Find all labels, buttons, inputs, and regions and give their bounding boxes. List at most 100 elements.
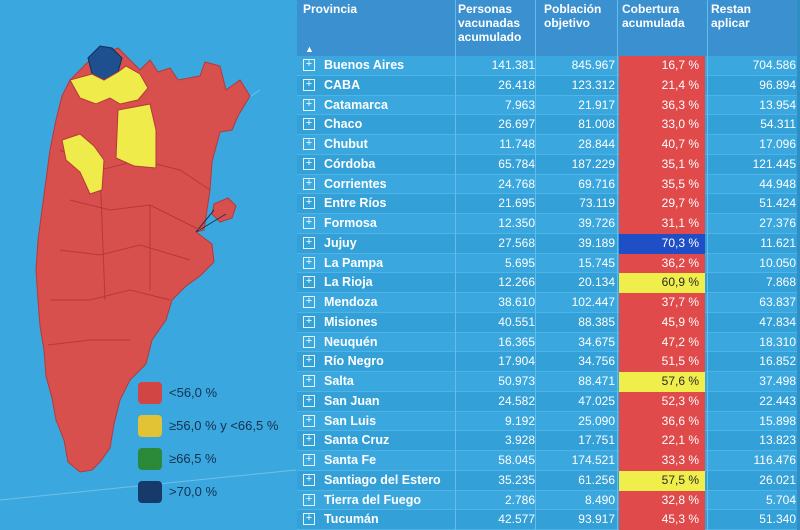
- expand-icon[interactable]: +: [303, 276, 315, 289]
- table-row[interactable]: + Formosa 12.350 39.726 31,1 % 27.376: [297, 214, 800, 234]
- header-vaccinated[interactable]: Personas vacunadas acumulado: [458, 2, 522, 44]
- table-row[interactable]: + Entre Ríos 21.695 73.119 29,7 % 51.424: [297, 194, 800, 214]
- table-row[interactable]: + Jujuy 27.568 39.189 70,3 % 11.621: [297, 233, 800, 254]
- table-row[interactable]: + Santiago del Estero 35.235 61.256 57,5 % 26…: [297, 470, 800, 491]
- province-name: San Luis: [324, 413, 377, 428]
- population-cell: 174.521: [571, 453, 615, 467]
- expand-icon[interactable]: +: [303, 434, 315, 447]
- table-row[interactable]: + Corrientes 24.768 69.716 35,5 % 44.948: [297, 174, 800, 195]
- population-cell: 8.490: [584, 492, 615, 507]
- remaining-cell: 63.837: [759, 295, 796, 309]
- expand-icon[interactable]: +: [303, 315, 315, 328]
- header-coverage[interactable]: Cobertura acumulada: [622, 2, 685, 30]
- expand-icon[interactable]: +: [303, 296, 315, 308]
- table-row[interactable]: + Mendoza 38.610 102.447 37,7 % 63.837: [297, 293, 800, 313]
- population-cell: 34.675: [578, 334, 615, 349]
- expand-icon[interactable]: +: [303, 493, 315, 506]
- expand-icon[interactable]: +: [303, 375, 315, 387]
- column-divider: [455, 0, 456, 530]
- coverage-cell: 35,1 %: [619, 154, 705, 175]
- table-row[interactable]: + Tierra del Fuego 2.786 8.490 32,8 % 5.704: [297, 490, 800, 511]
- map-region-salta[interactable]: [69, 65, 149, 105]
- table-row[interactable]: + Tucumán 42.577 93.917 45,3 % 51.340: [297, 510, 800, 530]
- table-row[interactable]: + Santa Cruz 3.928 17.751 22,1 % 13.823: [297, 431, 800, 451]
- header-province[interactable]: Provincia: [303, 2, 358, 16]
- table-row[interactable]: + Río Negro 17.904 34.756 51,5 % 16.852: [297, 352, 800, 372]
- vaccinated-cell: 50.973: [498, 374, 535, 388]
- table-row[interactable]: + CABA 26.418 123.312 21,4 % 96.894: [297, 75, 800, 96]
- population-cell: 187.229: [571, 156, 615, 171]
- map-region-islands[interactable]: [211, 197, 237, 223]
- expand-icon[interactable]: +: [303, 473, 315, 486]
- coverage-cell: 47,2 %: [619, 332, 705, 353]
- population-cell: 17.751: [578, 433, 615, 448]
- table-row[interactable]: + Santa Fe 58.045 174.521 33,3 % 116.476: [297, 451, 800, 471]
- remaining-cell: 27.376: [759, 216, 796, 230]
- population-cell: 845.967: [571, 58, 615, 72]
- table-row[interactable]: + Neuquén 16.365 34.675 47,2 % 18.310: [297, 332, 800, 353]
- expand-icon[interactable]: +: [303, 78, 315, 91]
- legend-item-mid: ≥56,0 % y <66,5 %: [138, 409, 296, 442]
- coverage-cell: 29,7 %: [619, 194, 705, 214]
- expand-icon[interactable]: +: [303, 394, 315, 407]
- map-region-la-rioja[interactable]: [61, 133, 105, 195]
- remaining-cell: 18.310: [759, 334, 796, 349]
- coverage-cell: 36,2 %: [619, 253, 705, 274]
- vaccinated-cell: 12.266: [498, 275, 535, 290]
- coverage-cell: 33,3 %: [619, 451, 705, 471]
- province-name: Río Negro: [324, 354, 384, 369]
- province-name: Mendoza: [324, 295, 378, 309]
- province-name: Formosa: [324, 216, 377, 230]
- vaccinated-cell: 26.697: [498, 117, 535, 132]
- expand-icon[interactable]: +: [303, 256, 315, 269]
- coverage-cell: 32,8 %: [619, 490, 705, 511]
- table-row[interactable]: + Chubut 11.748 28.844 40,7 % 17.096: [297, 135, 800, 155]
- expand-icon[interactable]: +: [303, 217, 315, 229]
- table-row[interactable]: + San Luis 9.192 25.090 36,6 % 15.898: [297, 411, 800, 432]
- expand-icon[interactable]: +: [303, 355, 315, 368]
- legend-item-high: ≥66,5 %: [138, 442, 296, 475]
- expand-icon[interactable]: +: [303, 177, 315, 190]
- map-region-santiago-del-estero[interactable]: [115, 103, 157, 169]
- expand-icon[interactable]: +: [303, 98, 315, 111]
- expand-icon[interactable]: +: [303, 335, 315, 348]
- remaining-cell: 13.823: [759, 433, 796, 448]
- expand-icon[interactable]: +: [303, 138, 315, 150]
- table-row[interactable]: + Buenos Aires 141.381 845.967 16,7 % 704.586: [297, 56, 800, 76]
- vaccinated-cell: 21.695: [498, 196, 535, 211]
- expand-icon[interactable]: +: [303, 454, 315, 466]
- expand-icon[interactable]: +: [303, 59, 315, 71]
- remaining-cell: 47.834: [759, 314, 796, 329]
- table-row[interactable]: + San Juan 24.582 47.025 52,3 % 22.443: [297, 391, 800, 412]
- vaccinated-cell: 2.786: [504, 492, 535, 507]
- table-scrollbar[interactable]: [797, 0, 800, 530]
- table-row[interactable]: + Catamarca 7.963 21.917 36,3 % 13.954: [297, 95, 800, 116]
- expand-icon[interactable]: +: [303, 197, 315, 210]
- sort-asc-icon[interactable]: ▲: [305, 44, 314, 54]
- coverage-cell: 33,0 %: [619, 115, 705, 135]
- remaining-cell: 37.498: [759, 374, 796, 388]
- vaccinated-cell: 16.365: [498, 334, 535, 349]
- province-name: Buenos Aires: [324, 58, 405, 72]
- expand-icon[interactable]: +: [303, 513, 315, 526]
- remaining-cell: 704.586: [752, 58, 796, 72]
- expand-icon[interactable]: +: [303, 236, 315, 249]
- remaining-cell: 51.340: [759, 512, 796, 527]
- province-name: Catamarca: [324, 97, 388, 112]
- table-row[interactable]: + La Rioja 12.266 20.134 60,9 % 7.868: [297, 273, 800, 293]
- table-row[interactable]: + La Pampa 5.695 15.745 36,2 % 10.050: [297, 253, 800, 274]
- table-row[interactable]: + Chaco 26.697 81.008 33,0 % 54.311: [297, 115, 800, 135]
- coverage-cell: 57,5 %: [619, 470, 705, 491]
- vaccinated-cell: 17.904: [498, 354, 535, 369]
- province-name: Neuquén: [324, 334, 378, 349]
- expand-icon[interactable]: +: [303, 118, 315, 131]
- vaccinated-cell: 12.350: [498, 216, 535, 230]
- table-row[interactable]: + Córdoba 65.784 187.229 35,1 % 121.445: [297, 154, 800, 175]
- table-row[interactable]: + Misiones 40.551 88.385 45,9 % 47.834: [297, 312, 800, 333]
- table-row[interactable]: + Salta 50.973 88.471 57,6 % 37.498: [297, 372, 800, 392]
- expand-icon[interactable]: +: [303, 414, 315, 427]
- header-remaining[interactable]: Restan aplicar: [711, 2, 752, 30]
- header-population[interactable]: Población objetivo: [544, 2, 602, 30]
- coverage-cell: 70,3 %: [619, 233, 705, 254]
- expand-icon[interactable]: +: [303, 157, 315, 170]
